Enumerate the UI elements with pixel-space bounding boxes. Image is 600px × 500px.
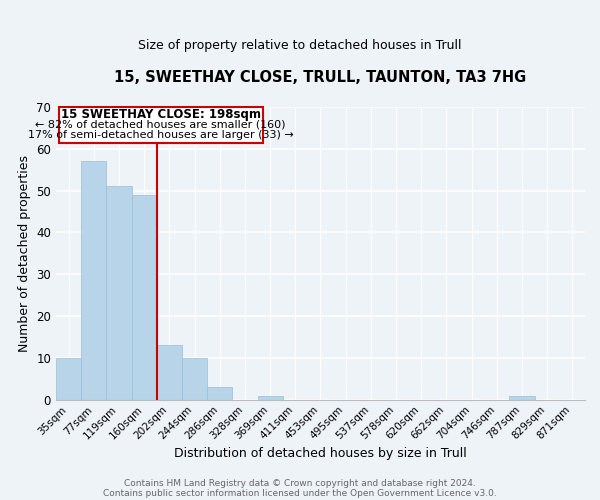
Text: Size of property relative to detached houses in Trull: Size of property relative to detached ho…	[138, 40, 462, 52]
Title: 15, SWEETHAY CLOSE, TRULL, TAUNTON, TA3 7HG: 15, SWEETHAY CLOSE, TRULL, TAUNTON, TA3 …	[115, 70, 527, 85]
Y-axis label: Number of detached properties: Number of detached properties	[17, 155, 31, 352]
Text: 15 SWEETHAY CLOSE: 198sqm: 15 SWEETHAY CLOSE: 198sqm	[61, 108, 260, 121]
Bar	[207, 387, 232, 400]
Bar	[182, 358, 207, 400]
Text: Contains HM Land Registry data © Crown copyright and database right 2024.: Contains HM Land Registry data © Crown c…	[124, 478, 476, 488]
Bar	[81, 162, 106, 400]
Text: 17% of semi-detached houses are larger (33) →: 17% of semi-detached houses are larger (…	[28, 130, 293, 140]
Bar	[106, 186, 131, 400]
Bar	[257, 396, 283, 400]
Bar	[56, 358, 81, 400]
Bar	[509, 396, 535, 400]
Text: Contains public sector information licensed under the Open Government Licence v3: Contains public sector information licen…	[103, 488, 497, 498]
Text: ← 82% of detached houses are smaller (160): ← 82% of detached houses are smaller (16…	[35, 120, 286, 130]
Bar	[157, 346, 182, 400]
Bar	[131, 195, 157, 400]
X-axis label: Distribution of detached houses by size in Trull: Distribution of detached houses by size …	[174, 447, 467, 460]
FancyBboxPatch shape	[59, 107, 263, 142]
